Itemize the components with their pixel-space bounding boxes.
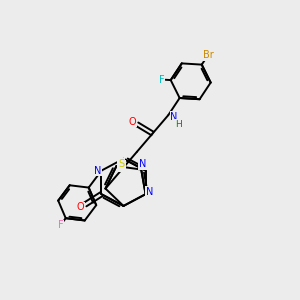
Text: N: N xyxy=(139,159,146,169)
Text: N: N xyxy=(146,187,153,197)
Text: F: F xyxy=(159,74,165,85)
Text: N: N xyxy=(118,161,125,171)
Text: O: O xyxy=(129,117,136,127)
Text: F: F xyxy=(58,220,63,230)
Text: O: O xyxy=(77,202,85,212)
Text: S: S xyxy=(118,159,124,169)
Text: H: H xyxy=(175,120,181,129)
Text: N: N xyxy=(170,112,178,122)
Text: N: N xyxy=(94,166,101,176)
Text: Br: Br xyxy=(202,50,213,60)
